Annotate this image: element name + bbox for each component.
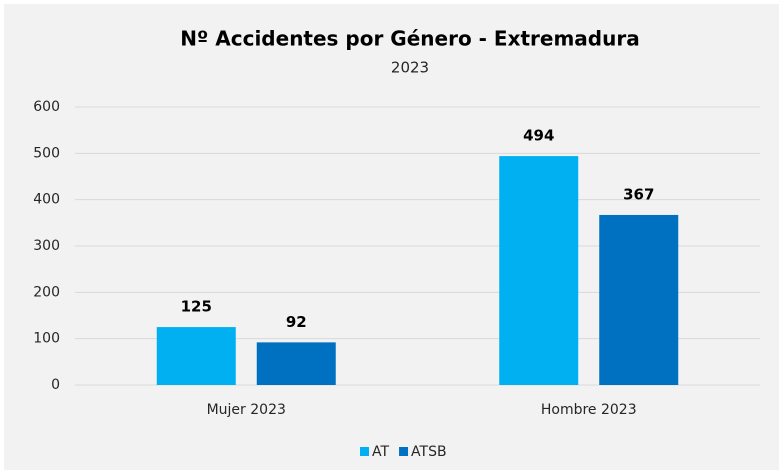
bar (499, 156, 579, 385)
x-tick-label: Mujer 2023 (207, 402, 286, 418)
x-tick-label: Hombre 2023 (541, 402, 637, 418)
y-tick-label: 600 (33, 99, 60, 115)
legend-swatch (360, 447, 369, 456)
y-tick-label: 200 (33, 284, 60, 300)
legend-swatch (399, 447, 409, 456)
y-tick-label: 100 (33, 331, 60, 347)
chart-subtitle: 2023 (391, 59, 429, 77)
y-tick-label: 500 (33, 145, 60, 161)
bar (156, 327, 236, 385)
data-label: 494 (523, 127, 554, 145)
data-label: 367 (623, 185, 654, 203)
chart-title: Nº Accidentes por Género - Extremadura (180, 27, 639, 51)
legend-label: ATSB (411, 444, 447, 460)
data-label: 125 (181, 298, 212, 316)
y-tick-label: 0 (51, 377, 60, 393)
legend-label: AT (372, 444, 389, 460)
y-tick-label: 300 (33, 238, 60, 254)
bar (599, 214, 679, 385)
y-tick-label: 400 (33, 192, 60, 208)
data-label: 92 (286, 313, 307, 331)
bar (256, 342, 336, 385)
